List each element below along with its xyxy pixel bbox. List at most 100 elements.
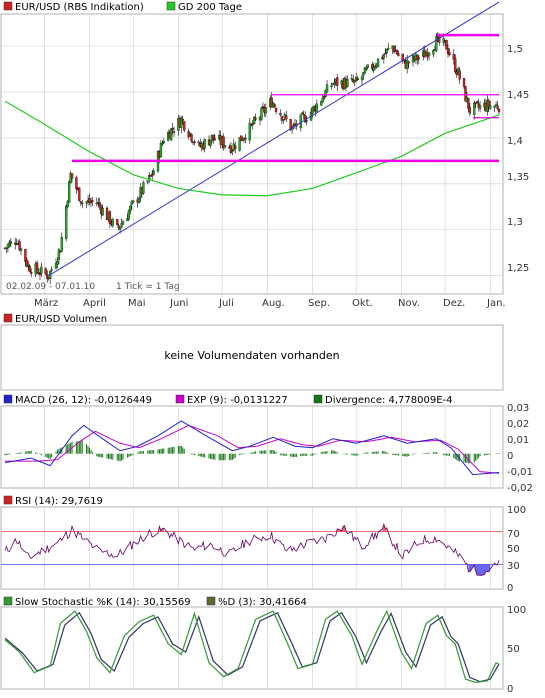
candle-down (79, 201, 82, 203)
candle-up (129, 205, 132, 212)
candle-down (289, 119, 292, 131)
macd-legend: MACD (26, 12): -0,0126449 EXP (9): -0,01… (3, 394, 453, 406)
candle-down (151, 173, 154, 177)
legend-label-eurusd: EUR/USD (RBS Indikation) (15, 2, 144, 13)
candle-down (222, 136, 225, 148)
candle-up (209, 140, 212, 147)
candle-down (108, 211, 112, 225)
candle-up (385, 48, 388, 53)
month-label: Mai (128, 298, 146, 309)
candle-up (180, 117, 183, 128)
candle-down (279, 112, 282, 116)
candle-up (366, 64, 369, 68)
candle-down (452, 53, 455, 60)
price-panel-frame (0, 13, 504, 295)
legend-swatch-rsi (3, 495, 13, 505)
candle-down (116, 219, 119, 225)
candle-up (121, 221, 125, 225)
candle-up (372, 67, 375, 71)
candle-down (239, 135, 243, 141)
candle-down (59, 251, 62, 253)
candle-down (30, 271, 33, 274)
candle-down (371, 64, 374, 69)
macd-y-axis: 0,03 0,02 0,01 0 -0,01 -0,02 (507, 403, 533, 494)
candle-up (406, 59, 409, 69)
rsi-y-tick: 30 (507, 561, 520, 572)
rsi-y-tick: 100 (507, 505, 526, 516)
candle-down (392, 46, 396, 53)
candle-up (241, 139, 244, 142)
x-axis-months: März April Mai Juni Juli Aug. Sep. Okt. … (34, 298, 506, 309)
candle-up (50, 269, 53, 271)
candle-up (333, 82, 336, 85)
candle-down (302, 114, 305, 116)
macd-panel-frame (0, 405, 504, 489)
volume-panel-frame (0, 324, 504, 391)
candle-down (273, 104, 276, 108)
rsi-line (4, 523, 500, 576)
candle-up (169, 128, 173, 140)
candle-up (161, 142, 164, 145)
month-label: Jan. (486, 298, 506, 309)
candle-down (197, 141, 200, 144)
candle-up (126, 218, 129, 222)
candle-down (190, 134, 193, 142)
candle-down (25, 259, 29, 267)
candle-down (285, 115, 288, 120)
rsi-y-axis: 100 70 50 30 0 (507, 505, 526, 594)
macd-line (4, 420, 500, 476)
macd-y-tick: -0,01 (507, 467, 533, 478)
legend-swatch-stoch-k (3, 596, 13, 606)
candle-up (494, 104, 498, 106)
candle-down (397, 53, 400, 56)
candle-down (28, 265, 31, 272)
candle-up (260, 108, 263, 120)
candle-up (320, 101, 323, 106)
candle-up (432, 49, 435, 55)
candle-down (88, 198, 91, 203)
candle-up (305, 120, 308, 122)
candle-up (360, 76, 364, 81)
legend-swatch-divergence (313, 394, 323, 404)
candle-up (54, 263, 58, 269)
candle-down (212, 134, 215, 140)
candle-down (117, 225, 120, 228)
candle-up (353, 80, 356, 83)
month-label: April (83, 298, 106, 309)
candle-up (40, 266, 43, 274)
candle-up (162, 141, 165, 144)
candle-up (8, 242, 11, 247)
candle-up (132, 200, 135, 203)
candle-up (5, 247, 8, 249)
candle-down (395, 50, 399, 55)
candle-up (330, 85, 333, 88)
candle-up (473, 102, 476, 115)
candle-down (356, 78, 359, 80)
legend-label-stoch-k: Slow Stochastic %K (14): 30,15569 (15, 597, 191, 608)
rsi-panel-frame (0, 506, 504, 590)
legend-label-stoch-d: %D (3): 30,41664 (218, 597, 307, 608)
candle-down (462, 78, 466, 87)
candle-up (67, 181, 71, 203)
candle-down (445, 39, 448, 50)
month-label: Okt. (352, 298, 373, 309)
candle-up (111, 219, 114, 226)
legend-label-macd: MACD (26, 12): -0,0126449 (15, 395, 152, 406)
price-y-tick: 1,25 (507, 263, 529, 274)
legend-swatch-sma (166, 1, 176, 11)
candle-up (159, 142, 163, 158)
volume-legend: EUR/USD Volumen (3, 313, 107, 325)
tick-note: 1 Tick = 1 Tag (116, 282, 180, 292)
volume-empty-message: keine Volumendaten vorhanden (164, 349, 339, 362)
candle-up (365, 68, 368, 70)
rsi-legend: RSI (14): 29,7619 (3, 495, 103, 507)
stoch-y-axis: 100 50 0 (507, 605, 526, 695)
price-y-tick: 1,5 (507, 44, 523, 55)
candle-down (75, 177, 78, 190)
candle-up (489, 105, 492, 109)
legend-label-volume: EUR/USD Volumen (15, 314, 107, 325)
price-legend: EUR/USD (RBS Indikation) GD 200 Tage (3, 1, 242, 13)
legend-swatch-macd (3, 394, 13, 404)
legend-label-divergence: Divergence: 4,778009E-4 (325, 395, 453, 406)
